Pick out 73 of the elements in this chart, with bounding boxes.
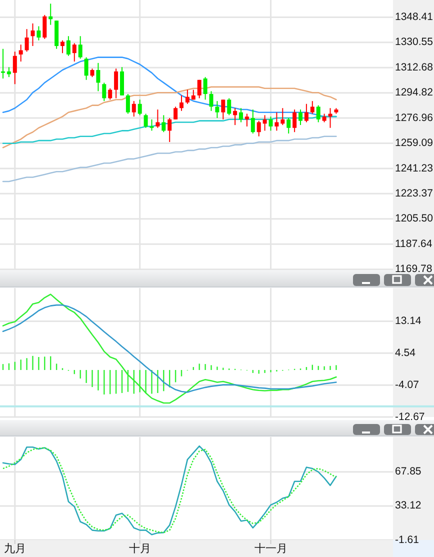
candlestick bbox=[96, 62, 100, 92]
candlestick bbox=[1, 48, 5, 79]
y-tick-label: -1.61 bbox=[395, 534, 420, 546]
y-tick-label: 1205.50 bbox=[395, 212, 434, 225]
candlestick bbox=[126, 94, 130, 114]
candlestick bbox=[30, 22, 35, 47]
y-tick-label: 1223.37 bbox=[395, 187, 434, 200]
candlestick bbox=[215, 100, 220, 118]
x-tick-label: 十一月 bbox=[254, 542, 288, 555]
candlestick bbox=[316, 104, 320, 123]
candlestick bbox=[84, 56, 88, 80]
candlestick bbox=[24, 28, 29, 52]
y-tick-label: 1169.78 bbox=[395, 263, 432, 276]
candlestick bbox=[120, 66, 124, 96]
candlestick bbox=[233, 108, 238, 126]
y-tick-label: 1187.64 bbox=[395, 238, 432, 250]
candlestick bbox=[150, 118, 154, 132]
x-tick-label: 九月 bbox=[4, 542, 26, 555]
candlestick bbox=[185, 89, 190, 104]
candlestick bbox=[174, 106, 178, 120]
candlestick bbox=[197, 79, 202, 99]
candlestick bbox=[310, 100, 314, 114]
y-tick-label: 33.12 bbox=[395, 500, 422, 512]
candlestick bbox=[244, 113, 249, 127]
candlestick bbox=[256, 120, 261, 137]
candlestick bbox=[227, 98, 232, 116]
candlestick bbox=[138, 99, 142, 116]
candlestick bbox=[221, 99, 226, 120]
candlestick bbox=[203, 76, 208, 100]
candlestick bbox=[239, 108, 243, 123]
candlestick bbox=[168, 117, 172, 142]
x-tick-label: 十月 bbox=[128, 542, 151, 555]
candlestick bbox=[60, 40, 64, 54]
line-series bbox=[2, 136, 337, 182]
candlestick bbox=[262, 114, 267, 132]
candlestick bbox=[250, 109, 255, 134]
y-tick-label: 1294.82 bbox=[395, 86, 434, 99]
candlestick bbox=[12, 51, 17, 85]
y-tick-label: 13.14 bbox=[395, 315, 422, 328]
candlestick bbox=[274, 112, 279, 132]
candlestick bbox=[292, 109, 297, 133]
candlestick bbox=[72, 42, 76, 62]
candlestick bbox=[162, 114, 166, 133]
candlestick bbox=[286, 117, 291, 134]
y-tick-label: 67.85 bbox=[395, 466, 422, 478]
y-tick-label: 1348.41 bbox=[395, 10, 434, 23]
candlestick bbox=[78, 36, 82, 60]
candlestick bbox=[66, 36, 70, 56]
y-tick-label: -12.67 bbox=[395, 410, 425, 423]
candlestick bbox=[36, 26, 41, 41]
y-tick-label: -4.07 bbox=[395, 378, 420, 391]
candlestick bbox=[156, 109, 160, 128]
candlestick bbox=[132, 100, 136, 118]
candlestick bbox=[18, 44, 23, 62]
line-series bbox=[2, 294, 337, 404]
y-tick-label: 1259.09 bbox=[395, 137, 434, 150]
y-tick-label: 1330.55 bbox=[395, 36, 434, 48]
candlestick bbox=[304, 103, 308, 123]
y-tick-label: 1276.96 bbox=[395, 112, 434, 124]
candlestick bbox=[180, 94, 184, 112]
line-series bbox=[2, 304, 337, 393]
candlestick bbox=[42, 14, 47, 40]
candlestick bbox=[102, 82, 106, 102]
candlestick bbox=[268, 116, 273, 132]
candlestick bbox=[209, 90, 214, 112]
y-tick-label: 1312.68 bbox=[395, 61, 434, 74]
y-tick-label: 1241.23 bbox=[395, 162, 434, 174]
candlestick bbox=[144, 113, 148, 128]
candlestick bbox=[298, 109, 302, 126]
candlestick bbox=[108, 88, 112, 100]
candlestick bbox=[280, 108, 285, 126]
candlestick bbox=[114, 68, 118, 99]
y-tick-label: 4.54 bbox=[395, 346, 416, 359]
